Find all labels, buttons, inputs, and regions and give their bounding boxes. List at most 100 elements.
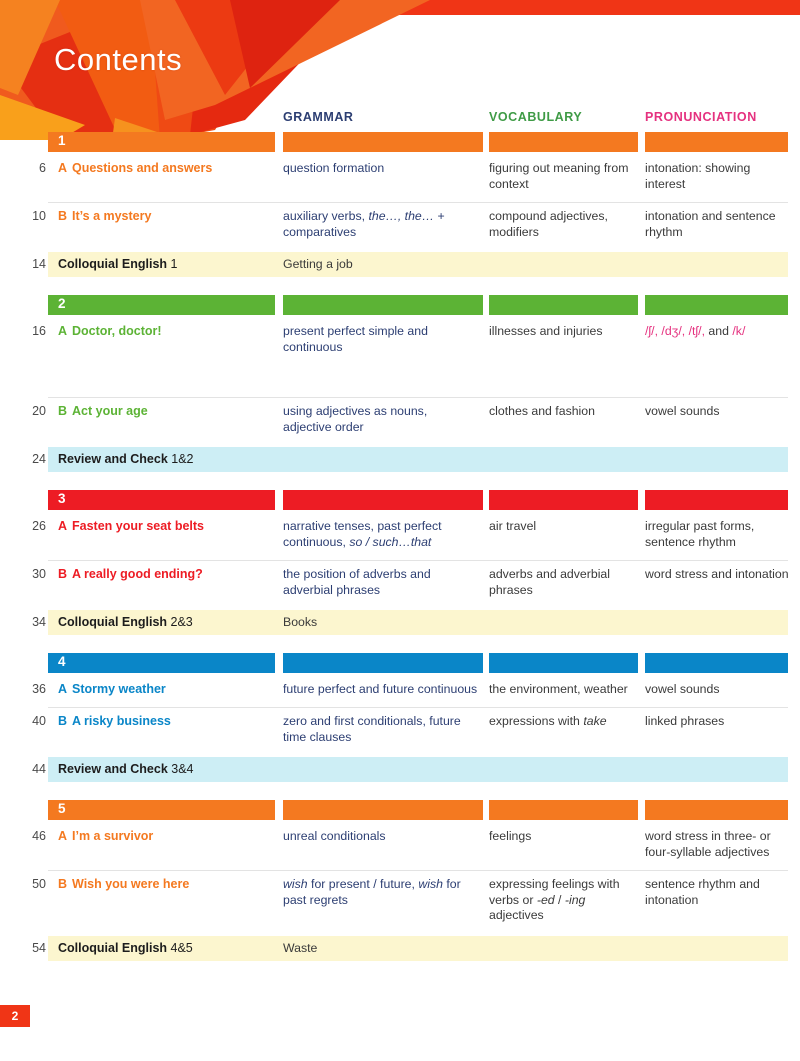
special-row-review[interactable]: 44 Review and Check 3&4 bbox=[0, 757, 800, 782]
special-row-label[interactable]: Colloquial English 2&3 bbox=[58, 615, 193, 629]
lesson-page-number: 20 bbox=[32, 404, 46, 418]
lesson-grammar-cell: unreal conditionals bbox=[283, 829, 386, 843]
special-row-colloquial[interactable]: 14 Colloquial English 1 Getting a job bbox=[0, 252, 800, 277]
unit-color-bar-c4 bbox=[645, 132, 788, 152]
special-row-band bbox=[48, 447, 788, 472]
unit-color-bar-row: 2 bbox=[0, 295, 800, 315]
special-row-colloquial[interactable]: 54 Colloquial English 4&5 Waste bbox=[0, 936, 800, 961]
special-page-number: 54 bbox=[32, 941, 46, 955]
lesson-title[interactable]: It’s a mystery bbox=[72, 209, 152, 223]
lesson-vocabulary-cell: illnesses and injuries bbox=[489, 324, 603, 338]
unit-color-bar-c2 bbox=[283, 132, 483, 152]
lesson-row[interactable]: 50 B Wish you were here wish for present / … bbox=[0, 870, 800, 934]
special-row-label[interactable]: Review and Check 3&4 bbox=[58, 762, 194, 776]
unit-color-bar-c2 bbox=[283, 490, 483, 510]
lesson-pronunciation-cell: word stress in three- or four-syllable a… bbox=[645, 829, 771, 859]
unit-color-bar-c1 bbox=[48, 295, 275, 315]
lesson-row[interactable]: 46 A I’m a survivor unreal conditionals feel… bbox=[0, 822, 800, 870]
special-row-topic: Books bbox=[283, 615, 318, 629]
unit-color-bar-c4 bbox=[645, 295, 788, 315]
lesson-pronunciation-cell: sentence rhythm and intonation bbox=[645, 877, 760, 907]
unit-block: 1 6 A Questions and answers question formati… bbox=[0, 132, 800, 295]
unit-spacer bbox=[0, 635, 800, 653]
lesson-page-number: 10 bbox=[32, 209, 46, 223]
unit-number: 2 bbox=[58, 296, 66, 311]
lesson-title[interactable]: Act your age bbox=[72, 404, 148, 418]
unit-color-bar-c3 bbox=[489, 653, 638, 673]
lesson-title[interactable]: Questions and answers bbox=[72, 161, 213, 175]
unit-color-bar-c3 bbox=[489, 490, 638, 510]
lesson-letter: B bbox=[58, 714, 68, 728]
unit-color-bar-c3 bbox=[489, 132, 638, 152]
lesson-pronunciation-cell: intonation and sentence rhythm bbox=[645, 209, 776, 239]
unit-color-bar-c2 bbox=[283, 295, 483, 315]
lesson-title[interactable]: A really good ending? bbox=[72, 567, 203, 581]
lesson-row[interactable]: 6 A Questions and answers question formatio… bbox=[0, 154, 800, 202]
lesson-page-number: 36 bbox=[32, 682, 46, 696]
lesson-pronunciation-cell: intonation: showing interest bbox=[645, 161, 751, 191]
lesson-title[interactable]: Wish you were here bbox=[72, 877, 190, 891]
lesson-grammar-cell: future perfect and future continuous bbox=[283, 682, 478, 696]
unit-number: 5 bbox=[58, 801, 66, 816]
lesson-pronunciation-cell: vowel sounds bbox=[645, 682, 720, 696]
special-row-band bbox=[48, 936, 788, 961]
special-row-band bbox=[48, 252, 788, 277]
unit-spacer bbox=[0, 782, 800, 800]
lesson-title[interactable]: Fasten your seat belts bbox=[72, 519, 204, 533]
lesson-row[interactable]: 26 A Fasten your seat belts narrative tense… bbox=[0, 512, 800, 560]
lesson-row[interactable]: 30 B A really good ending? the position of … bbox=[0, 560, 800, 608]
special-row-review[interactable]: 24 Review and Check 1&2 bbox=[0, 447, 800, 472]
special-row-label[interactable]: Colloquial English 1 bbox=[58, 257, 178, 271]
column-header-pronunciation: PRONUNCIATION bbox=[645, 110, 757, 124]
unit-color-bar-row: 4 bbox=[0, 653, 800, 673]
lesson-vocabulary-cell: expressions with take bbox=[489, 714, 607, 728]
lesson-title[interactable]: Stormy weather bbox=[72, 682, 166, 696]
lesson-row[interactable]: 40 B A risky business zero and first condit… bbox=[0, 707, 800, 755]
special-row-label[interactable]: Colloquial English 4&5 bbox=[58, 941, 193, 955]
footer-page-number: 2 bbox=[0, 1005, 30, 1027]
lesson-vocabulary-cell: adverbs and adverbial phrases bbox=[489, 567, 610, 597]
special-row-topic: Getting a job bbox=[283, 257, 353, 271]
unit-color-bar-c2 bbox=[283, 800, 483, 820]
unit-color-bar-c1 bbox=[48, 132, 275, 152]
lesson-letter: B bbox=[58, 877, 68, 891]
lesson-letter: A bbox=[58, 519, 68, 533]
unit-number: 4 bbox=[58, 654, 66, 669]
lesson-title[interactable]: I’m a survivor bbox=[72, 829, 154, 843]
lesson-grammar-cell: the position of adverbs and adverbial ph… bbox=[283, 567, 431, 597]
special-row-label[interactable]: Review and Check 1&2 bbox=[58, 452, 194, 466]
lesson-grammar-cell: question formation bbox=[283, 161, 385, 175]
lesson-page-number: 30 bbox=[32, 567, 46, 581]
header-rays-graphic bbox=[0, 0, 800, 140]
lesson-row[interactable]: 10 B It’s a mystery auxiliary verbs, the…, … bbox=[0, 202, 800, 250]
lesson-pronunciation-cell: /ʃ/, /dʒ/, /tʃ/, and /k/ bbox=[645, 324, 746, 338]
lesson-title[interactable]: Doctor, doctor! bbox=[72, 324, 162, 338]
lesson-row[interactable]: 20 B Act your age using adjectives as nouns… bbox=[0, 397, 800, 445]
page-title: Contents bbox=[54, 42, 183, 77]
header-artwork: Contents bbox=[0, 0, 800, 140]
unit-color-bar-row: 3 bbox=[0, 490, 800, 510]
lesson-row[interactable]: 16 A Doctor, doctor! present perfect simple… bbox=[0, 317, 800, 397]
lesson-page-number: 40 bbox=[32, 714, 46, 728]
lesson-vocabulary-cell: figuring out meaning from context bbox=[489, 161, 629, 191]
special-row-colloquial[interactable]: 34 Colloquial English 2&3 Books bbox=[0, 610, 800, 635]
lesson-vocabulary-cell: expressing feelings with verbs or -ed / … bbox=[489, 877, 620, 922]
column-header-grammar: GRAMMAR bbox=[283, 110, 354, 124]
unit-color-bar-c1 bbox=[48, 800, 275, 820]
lesson-pronunciation-cell: vowel sounds bbox=[645, 404, 720, 418]
lesson-letter: B bbox=[58, 404, 68, 418]
lesson-grammar-cell: zero and first conditionals, future time… bbox=[283, 714, 461, 744]
unit-block: 2 16 A Doctor, doctor! present perfect simpl… bbox=[0, 295, 800, 490]
lesson-row[interactable]: 36 A Stormy weather future perfect and futu… bbox=[0, 675, 800, 707]
special-row-band bbox=[48, 757, 788, 782]
unit-color-bar-c4 bbox=[645, 653, 788, 673]
special-page-number: 34 bbox=[32, 615, 46, 629]
lesson-letter: A bbox=[58, 161, 68, 175]
lesson-pronunciation-cell: linked phrases bbox=[645, 714, 725, 728]
lesson-title[interactable]: A risky business bbox=[72, 714, 171, 728]
lesson-letter: B bbox=[58, 209, 68, 223]
lesson-page-number: 46 bbox=[32, 829, 46, 843]
special-page-number: 14 bbox=[32, 257, 46, 271]
lesson-page-number: 50 bbox=[32, 877, 46, 891]
